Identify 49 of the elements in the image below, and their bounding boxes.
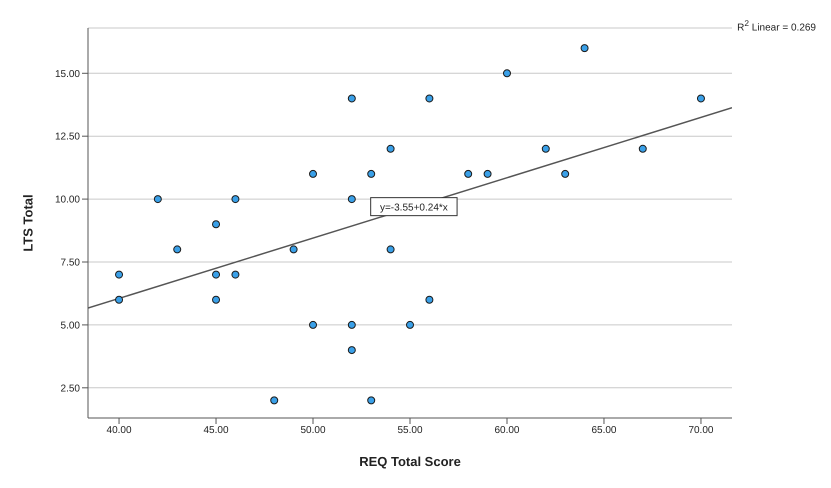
point xyxy=(484,170,492,178)
point xyxy=(290,245,298,254)
point xyxy=(542,144,550,153)
point xyxy=(406,320,414,329)
point xyxy=(386,245,395,254)
point xyxy=(367,170,376,178)
text: R$^{2}$ Linear = 0.269 xyxy=(737,18,816,34)
point xyxy=(367,396,376,404)
y-tick-label: 12.50 xyxy=(54,132,80,143)
point xyxy=(231,270,240,279)
point xyxy=(173,245,182,254)
x-tick-label: 40.00 xyxy=(106,425,132,436)
point xyxy=(115,270,124,279)
y-tick-label: 2.50 xyxy=(60,383,80,394)
point xyxy=(464,170,472,178)
point xyxy=(425,296,434,304)
x-tick-label: 45.00 xyxy=(204,425,229,436)
point xyxy=(115,296,124,304)
point xyxy=(212,220,220,228)
point xyxy=(348,94,356,102)
y-tick-label: 5.00 xyxy=(60,320,80,332)
y-tick-label: 7.50 xyxy=(60,258,80,269)
point xyxy=(154,195,162,204)
point xyxy=(696,94,705,102)
point xyxy=(386,144,395,153)
point xyxy=(348,320,356,329)
point xyxy=(580,44,589,52)
point xyxy=(309,320,318,329)
x-tick-label: 70.00 xyxy=(688,425,714,436)
point xyxy=(212,270,220,279)
point xyxy=(212,296,220,304)
x-tick-label: 55.00 xyxy=(397,425,423,436)
y-tick-label: 10.00 xyxy=(54,194,80,206)
point xyxy=(348,195,356,204)
x-tick-label: 60.00 xyxy=(494,425,520,436)
point xyxy=(638,144,647,153)
point xyxy=(425,94,434,102)
point xyxy=(561,170,570,178)
point xyxy=(348,346,356,354)
x-tick-label: 50.00 xyxy=(300,425,326,436)
point xyxy=(231,195,240,204)
point xyxy=(502,69,511,78)
point xyxy=(270,396,278,404)
point xyxy=(309,170,318,178)
y-axis-title: LTS Total xyxy=(20,194,36,252)
x-tick-label: 65.00 xyxy=(591,425,617,436)
x-axis-title: REQ Total Score xyxy=(359,454,461,469)
y-tick-label: 15.00 xyxy=(54,68,80,80)
annotation: y=-3.55+0.24*x xyxy=(380,202,448,214)
